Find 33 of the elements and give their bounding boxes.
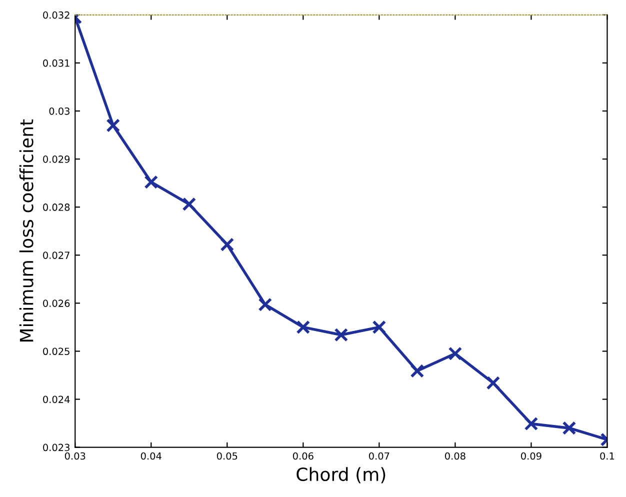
point (220, 238, 234, 252)
y-tick-label: 0.024 (43, 396, 70, 404)
point (296, 320, 310, 334)
x-axis-title: Chord (m) (296, 467, 386, 484)
x-tick-label: 0.07 (368, 452, 390, 460)
x-tick-label: 0.05 (216, 452, 238, 460)
y-axis-title: Minimum loss coefficient (19, 119, 34, 342)
x-tick-label: 0.04 (140, 452, 162, 460)
y-tick-label: 0.028 (43, 204, 70, 211)
point (524, 416, 538, 431)
point (448, 346, 462, 361)
point (182, 197, 196, 212)
x-tick-label: 0.08 (445, 452, 466, 460)
y-tick-label: 0.027 (43, 252, 70, 259)
x-tick-label: 0.06 (292, 452, 314, 460)
point (258, 298, 272, 312)
point (334, 328, 348, 342)
point (562, 421, 576, 436)
point (372, 320, 386, 334)
y-tick-label: 0.023 (43, 444, 70, 452)
y-tick-label: 0.032 (43, 11, 70, 19)
x-tick-label: 0.09 (521, 452, 542, 460)
y-tick-label: 0.031 (43, 59, 70, 67)
point (410, 364, 424, 378)
point (144, 175, 158, 190)
x-tick-label: 0.1 (600, 452, 614, 460)
point (486, 376, 500, 390)
y-tick-label: 0.025 (43, 348, 70, 356)
x-tick-label: 0.03 (64, 452, 86, 460)
y-tick-label: 0.03 (49, 107, 70, 115)
y-tick-label: 0.029 (43, 156, 70, 163)
point (106, 118, 120, 132)
y-tick-label: 0.026 (43, 300, 70, 307)
